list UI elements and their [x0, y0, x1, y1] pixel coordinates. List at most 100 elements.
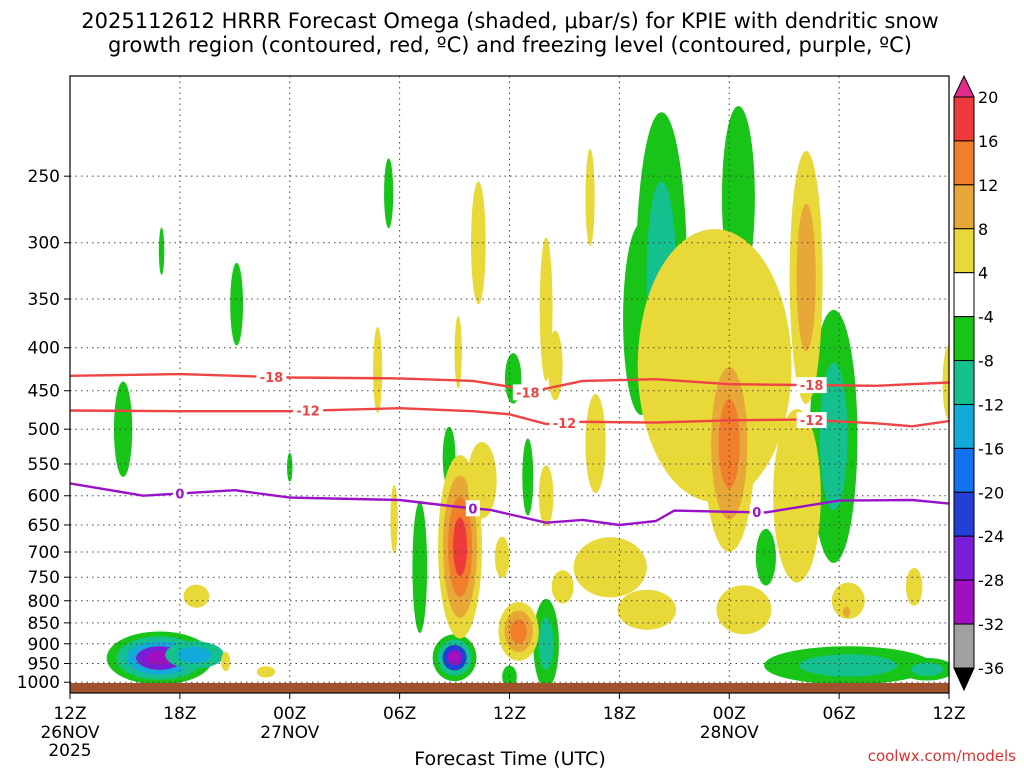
sinking-motion-blob-16-level-0 [585, 148, 595, 246]
colorbar-segment-4 [953, 272, 975, 318]
rising-motion-blob-13-level-1 [538, 617, 554, 670]
colorbar-segment-12 [953, 623, 975, 669]
colorbar-bottom-arrow [953, 667, 975, 692]
contour-label-2-2: 0 [752, 506, 761, 521]
rising-motion-blob-3-level-0 [158, 227, 165, 275]
contour-label-1-1: -12 [553, 417, 577, 432]
x-tick-label-h36: 00Z [713, 704, 746, 724]
y-tick-label-650: 650 [28, 516, 60, 536]
colorbar-label-5: -4 [978, 308, 994, 327]
sinking-motion-blob-26-level-0 [905, 567, 923, 606]
y-tick-label-900: 900 [28, 635, 60, 655]
y-tick-label-250: 250 [28, 167, 60, 187]
colorbar-segment-2 [953, 184, 975, 230]
contour-label-bg-2-1 [465, 500, 480, 517]
x-tick-label-h12: 00Z [273, 704, 306, 724]
sinking-motion-blob-12-level-0 [551, 570, 574, 604]
contour-0 [70, 482, 949, 527]
colorbar-segment-0 [953, 96, 975, 142]
contour-label-bg-0-2 [796, 377, 827, 394]
y-tick-label-800: 800 [28, 592, 60, 612]
x-tick-label-h30: 18Z [603, 704, 636, 724]
omega-shading [106, 106, 949, 689]
sinking-motion-blob-4-level-0 [183, 584, 210, 608]
y-tick-label-400: 400 [28, 339, 60, 359]
colorbar: 20 16 12 8 4 -4 -8 -12 -16 -20 -24 -28 -32 -36 [953, 74, 1004, 692]
rising-motion-blob-0-level-0 [113, 381, 133, 477]
x-tick-label-h48: 12Z [932, 704, 965, 724]
contour-label-1-0: -12 [296, 405, 320, 420]
colorbar-segment-5 [953, 316, 975, 362]
x-tick-label-h6: 18Z [163, 704, 196, 724]
y-tick-label-750: 750 [28, 568, 60, 588]
contour-label-0-0: -18 [260, 371, 284, 386]
sinking-motion-blob-14-level-0 [547, 330, 563, 401]
y-tick-label-950: 950 [28, 654, 60, 674]
contour-label-bg-2-0 [172, 485, 187, 502]
colorbar-label-13: -36 [978, 659, 1004, 678]
chart-title-line-2: growth region (contoured, red, ºC) and f… [108, 33, 912, 57]
sinking-motion-blob-17-level-0 [573, 537, 647, 598]
sinking-motion-blob-2-level-0 [256, 666, 276, 678]
y-axis: 2503003504004505005506006507007508008509… [17, 167, 70, 693]
colorbar-label-7: -12 [978, 395, 1004, 414]
colorbar-segment-3 [953, 228, 975, 274]
sinking-motion-blob-6-level-0 [467, 441, 497, 519]
x-tick-label-h24: 12Z [493, 704, 526, 724]
rising-motion-blob-21-level-1 [911, 662, 944, 676]
sinking-motion-blob-21-level-1 [796, 203, 816, 352]
colorbar-segment-9 [953, 491, 975, 537]
x-tick-label-h0: 12Z [53, 704, 86, 724]
rising-motion-blob-18-level-0 [755, 528, 776, 586]
contour-label-bg-0-0 [256, 368, 287, 385]
colorbar-segment-7 [953, 403, 975, 449]
y-tick-label-500: 500 [28, 420, 60, 440]
contour-label-bg-0-1 [512, 384, 543, 401]
rising-motion-blob-2-level-1 [177, 646, 212, 663]
sinking-motion-blob-25-level-0 [842, 606, 851, 618]
x-tick-date-h12: 27NOV [260, 723, 319, 743]
rising-motion-blob-19-level-1 [819, 362, 848, 511]
rising-motion-blob-4-level-0 [230, 262, 244, 346]
x-tick-date-h36: 28NOV [700, 723, 759, 743]
sinking-motion-blob-10-level-2 [510, 619, 527, 644]
sinking-motion-blob-9-level-0 [494, 536, 510, 578]
contour-label-1-2: -12 [800, 414, 824, 429]
sinking-motion-blob-8-level-0 [454, 316, 462, 389]
y-tick-label-300: 300 [28, 234, 60, 254]
contour-label-bg-1-0 [293, 402, 324, 419]
y-tick-label-350: 350 [28, 290, 60, 310]
sinking-motion-blob-3-level-0 [221, 651, 231, 672]
colorbar-label-4: 4 [978, 264, 988, 283]
colorbar-segment-6 [953, 360, 975, 405]
colorbar-label-10: -24 [978, 527, 1004, 546]
contour-label-2-0: 0 [175, 488, 184, 503]
y-tick-label-850: 850 [28, 614, 60, 634]
rising-motion-blob-8-level-3 [447, 650, 462, 666]
colorbar-label-3: 8 [978, 220, 988, 239]
x-tick-date-h0: 26NOV [40, 723, 99, 743]
rising-motion-blob-7-level-0 [412, 501, 428, 634]
sinking-motion-blob-18-level-0 [617, 589, 677, 630]
y-tick-label-450: 450 [28, 382, 60, 402]
watermark: coolwx.com/models [868, 747, 1016, 765]
colorbar-segment-10 [953, 535, 975, 581]
sinking-motion-blob-5-level-3 [453, 517, 468, 576]
sinking-motion-blob-23-level-0 [716, 585, 772, 635]
contour-label-2-1: 0 [468, 502, 477, 517]
y-tick-label-550: 550 [28, 455, 60, 475]
x-tick-label-h42: 06Z [822, 704, 855, 724]
colorbar-label-8: -16 [978, 439, 1004, 458]
contour-label-bg-1-1 [549, 414, 580, 431]
colorbar-label-11: -28 [978, 571, 1004, 590]
rising-motion-blob-20-level-1 [799, 654, 898, 677]
rising-motion-blob-6-level-0 [384, 158, 394, 229]
colorbar-label-1: 16 [978, 132, 998, 151]
ground-strip [70, 683, 949, 693]
sinking-motion-blob-15-level-0 [585, 394, 606, 493]
colorbar-label-9: -20 [978, 483, 1004, 502]
colorbar-segment-11 [953, 579, 975, 625]
rising-motion-blob-12-level-0 [522, 438, 534, 516]
